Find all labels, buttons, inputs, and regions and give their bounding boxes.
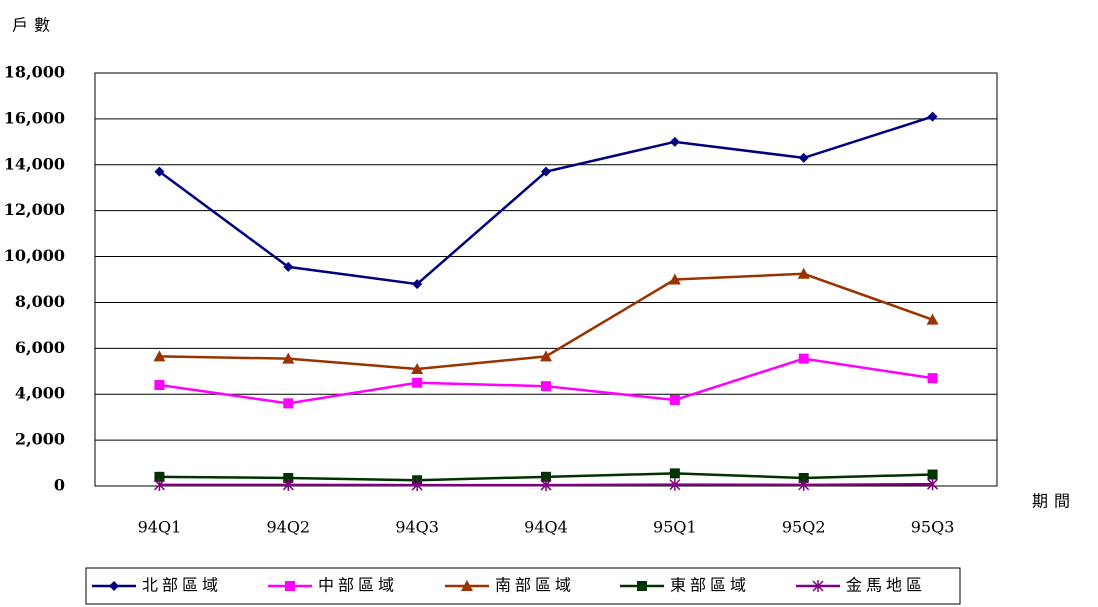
x-tick-label: 94Q4	[524, 518, 568, 537]
x-tick-label: 94Q2	[266, 518, 310, 537]
marker	[541, 166, 551, 177]
legend-label: 金馬地區	[846, 576, 926, 595]
marker	[412, 279, 423, 290]
legend-marker	[637, 581, 647, 591]
marker	[154, 166, 165, 177]
x-tick-label: 95Q3	[911, 518, 955, 537]
legend-marker	[109, 581, 119, 591]
legend-label: 東部區域	[670, 576, 750, 595]
x-axis-label: 期間	[1032, 492, 1076, 511]
marker	[411, 362, 424, 374]
plot-area	[94, 72, 998, 487]
legend-box	[85, 567, 961, 605]
marker	[797, 267, 810, 279]
marker	[540, 479, 552, 492]
legend-marker	[461, 580, 473, 591]
marker	[282, 478, 294, 491]
x-tick-label: 95Q2	[782, 518, 826, 537]
marker	[927, 373, 938, 384]
marker	[669, 468, 680, 479]
marker	[669, 394, 680, 405]
marker	[283, 261, 294, 272]
marker	[541, 381, 551, 392]
y-tick-label: 2,000	[15, 430, 65, 449]
y-tick-label: 10,000	[4, 246, 65, 265]
series-line	[159, 357, 933, 405]
marker	[153, 350, 166, 362]
marker	[283, 398, 294, 409]
y-tick-label: 16,000	[4, 108, 65, 127]
marker	[798, 478, 810, 491]
marker	[669, 136, 680, 147]
marker	[798, 472, 809, 483]
marker	[926, 313, 939, 325]
y-tick-label: 4,000	[15, 384, 65, 403]
marker	[153, 478, 165, 491]
legend-label: 北部區域	[142, 576, 222, 595]
x-tick-label: 94Q1	[138, 518, 182, 537]
marker	[927, 111, 938, 122]
marker	[540, 350, 552, 362]
y-tick-label: 12,000	[4, 200, 65, 219]
marker	[154, 471, 165, 482]
y-tick-label: 0	[54, 476, 65, 495]
marker	[154, 380, 165, 391]
legend-label: 中部區域	[318, 576, 398, 595]
marker	[798, 353, 809, 364]
x-tick-label: 94Q3	[395, 518, 439, 537]
marker	[282, 352, 295, 364]
y-axis-label: 戶數	[12, 16, 56, 35]
legend-marker	[285, 581, 295, 591]
legend-label: 南部區域	[495, 576, 575, 595]
series-line	[158, 115, 933, 286]
marker	[411, 479, 423, 492]
marker	[927, 469, 938, 480]
marker	[668, 273, 681, 285]
marker	[412, 377, 423, 388]
marker	[283, 472, 294, 483]
y-tick-label: 14,000	[4, 154, 65, 173]
y-tick-label: 18,000	[4, 63, 65, 82]
legend-marker	[812, 580, 824, 592]
marker	[798, 152, 809, 163]
x-tick-label: 95Q1	[653, 518, 697, 537]
marker	[669, 478, 681, 491]
marker	[541, 471, 551, 482]
marker	[927, 478, 939, 491]
y-tick-label: 6,000	[15, 338, 65, 357]
y-tick-label: 8,000	[15, 292, 65, 311]
